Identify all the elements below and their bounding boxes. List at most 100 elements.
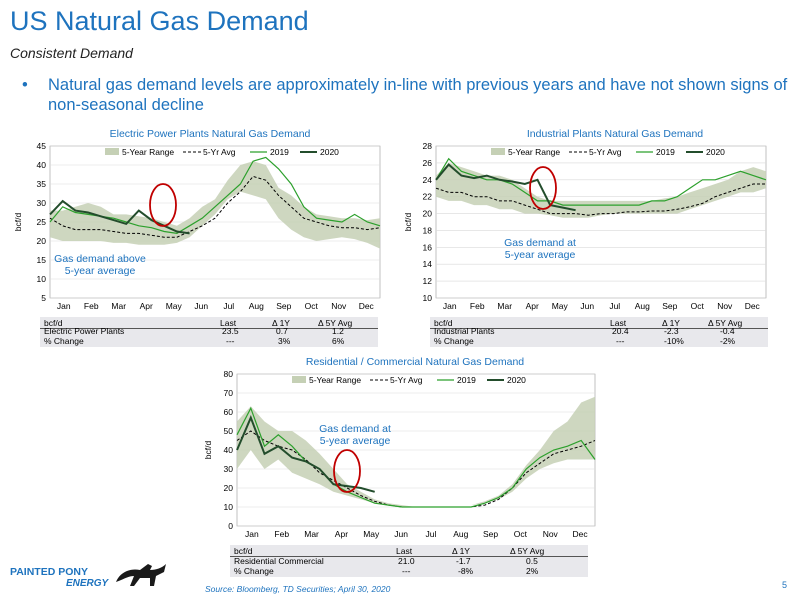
- x-tick-label: Jul: [609, 301, 620, 311]
- legend-label-range: 5-Year Range: [508, 147, 560, 157]
- x-tick-label: Apr: [526, 301, 539, 311]
- y-tick-label: 28: [423, 141, 433, 151]
- x-tick-label: Nov: [331, 301, 347, 311]
- legend-label-2019: 2019: [457, 375, 476, 385]
- y-tick-label: 80: [224, 369, 234, 379]
- stats-pct-label: % Change: [234, 566, 274, 576]
- series-line-2020: [435, 163, 576, 212]
- stats-pct-1y: 3%: [278, 336, 291, 346]
- x-tick-label: Jun: [394, 529, 408, 539]
- stats-table-residential: bcf/d Last Δ 1Y Δ 5Y Avg Residential Com…: [230, 545, 588, 577]
- stats-label: Residential Commercial: [234, 556, 324, 566]
- y-tick-label: 12: [423, 276, 433, 286]
- y-tick-label: 20: [224, 483, 234, 493]
- stats-header-row: bcf/d Last Δ 1Y Δ 5Y Avg: [230, 545, 588, 557]
- series-line-2019: [236, 406, 596, 508]
- stats-value-row: Electric Power Plants 23.5 0.7 1.2: [40, 325, 378, 337]
- series-line-5yr-avg: [435, 183, 766, 216]
- slide-subtitle: Consistent Demand: [10, 45, 133, 61]
- x-tick-label: Feb: [470, 301, 485, 311]
- chart-title: Residential / Commercial Natural Gas Dem…: [306, 356, 524, 368]
- chart-title: Industrial Plants Natural Gas Demand: [527, 128, 703, 140]
- y-tick-label: 18: [423, 225, 433, 235]
- y-tick-label: 24: [423, 175, 433, 185]
- series-line-2019: [435, 157, 767, 206]
- logo-line2: ENERGY: [66, 578, 109, 589]
- x-tick-label: Feb: [84, 301, 99, 311]
- stats-hdr-label: bcf/d: [44, 318, 63, 328]
- x-tick-label: Nov: [543, 529, 559, 539]
- x-tick-label: Nov: [717, 301, 733, 311]
- x-tick-label: Apr: [335, 529, 348, 539]
- y-tick-label: 35: [37, 179, 47, 189]
- chart-electric-power: Electric Power Plants Natural Gas Demand…: [10, 124, 390, 316]
- x-tick-label: May: [166, 301, 183, 311]
- stats-hdr-label: bcf/d: [234, 546, 253, 556]
- stats-d5y: 1.2: [332, 326, 344, 336]
- legend-label-avg: 5-Yr Avg: [390, 375, 423, 385]
- legend-label-avg: 5-Yr Avg: [203, 147, 236, 157]
- y-tick-label: 50: [224, 426, 234, 436]
- x-tick-label: Aug: [249, 301, 264, 311]
- y-axis-label: bcf/d: [13, 213, 23, 232]
- series-line-2020: [49, 199, 190, 235]
- horse-icon: [116, 564, 166, 586]
- stats-hdr-1y: Δ 1Y: [272, 318, 290, 328]
- x-tick-label: May: [552, 301, 569, 311]
- bullet-text: Natural gas demand levels are approximat…: [48, 76, 788, 114]
- stats-pct-1y: -8%: [458, 566, 474, 576]
- x-tick-label: Aug: [453, 529, 468, 539]
- plot-area: [435, 145, 767, 299]
- stats-hdr-last: Last: [610, 318, 627, 328]
- y-tick-label: 45: [37, 141, 47, 151]
- x-tick-label: Oct: [305, 301, 319, 311]
- stats-hdr-last: Last: [396, 546, 413, 556]
- stats-d5y: -0.4: [720, 326, 735, 336]
- series-line-2020: [236, 415, 375, 493]
- annotation-text: 5-year average: [320, 435, 391, 447]
- stats-pct-1y: -10%: [664, 336, 684, 346]
- y-tick-label: 0: [228, 521, 233, 531]
- bullet-dot-icon: •: [22, 76, 28, 94]
- highlight-circle: [333, 449, 361, 493]
- legend-label-2020: 2020: [320, 147, 339, 157]
- x-tick-label: Aug: [635, 301, 650, 311]
- y-tick-label: 15: [37, 255, 47, 265]
- range-band: [436, 162, 766, 218]
- y-axis-label: bcf/d: [203, 441, 213, 460]
- y-tick-label: 20: [37, 236, 47, 246]
- annotation-text: Gas demand above: [54, 253, 146, 265]
- stats-pct-label: % Change: [434, 336, 474, 346]
- highlight-circle: [149, 183, 177, 227]
- y-tick-label: 30: [224, 464, 234, 474]
- stats-value-row: Industrial Plants 20.4 -2.3 -0.4: [430, 325, 768, 337]
- y-tick-label: 20: [423, 209, 433, 219]
- y-tick-label: 10: [37, 274, 47, 284]
- series-line-5yr-avg: [49, 175, 381, 238]
- stats-pct-row: % Change --- 3% 6%: [40, 335, 378, 347]
- x-tick-label: Dec: [745, 301, 761, 311]
- x-tick-label: Oct: [514, 529, 528, 539]
- stats-pct-row: % Change --- -8% 2%: [230, 565, 588, 577]
- legend-label-range: 5-Year Range: [122, 147, 174, 157]
- stats-table-industrial: bcf/d Last Δ 1Y Δ 5Y Avg Industrial Plan…: [430, 317, 768, 347]
- annotation-text: 5-year average: [65, 265, 136, 277]
- y-tick-label: 16: [423, 242, 433, 252]
- legend-swatch-range: [292, 376, 306, 383]
- stats-header-row: bcf/d Last Δ 1Y Δ 5Y Avg: [430, 317, 768, 329]
- stats-pct-row: % Change --- -10% -2%: [430, 335, 768, 347]
- x-tick-label: Feb: [274, 529, 289, 539]
- stats-label: Electric Power Plants: [44, 326, 125, 336]
- stats-pct-label: % Change: [44, 336, 84, 346]
- legend-label-2020: 2020: [507, 375, 526, 385]
- x-tick-label: Jun: [194, 301, 208, 311]
- legend-swatch-range: [105, 148, 119, 155]
- stats-value-row: Residential Commercial 21.0 -1.7 0.5: [230, 555, 588, 567]
- slide-title: US Natural Gas Demand: [10, 6, 309, 36]
- chart-residential: Residential / Commercial Natural Gas Dem…: [200, 352, 600, 544]
- chart-title: Electric Power Plants Natural Gas Demand: [110, 128, 311, 140]
- x-tick-label: Jun: [580, 301, 594, 311]
- y-tick-label: 10: [423, 293, 433, 303]
- x-tick-label: Mar: [497, 301, 512, 311]
- source-note: Source: Bloomberg, TD Securities; April …: [205, 584, 391, 594]
